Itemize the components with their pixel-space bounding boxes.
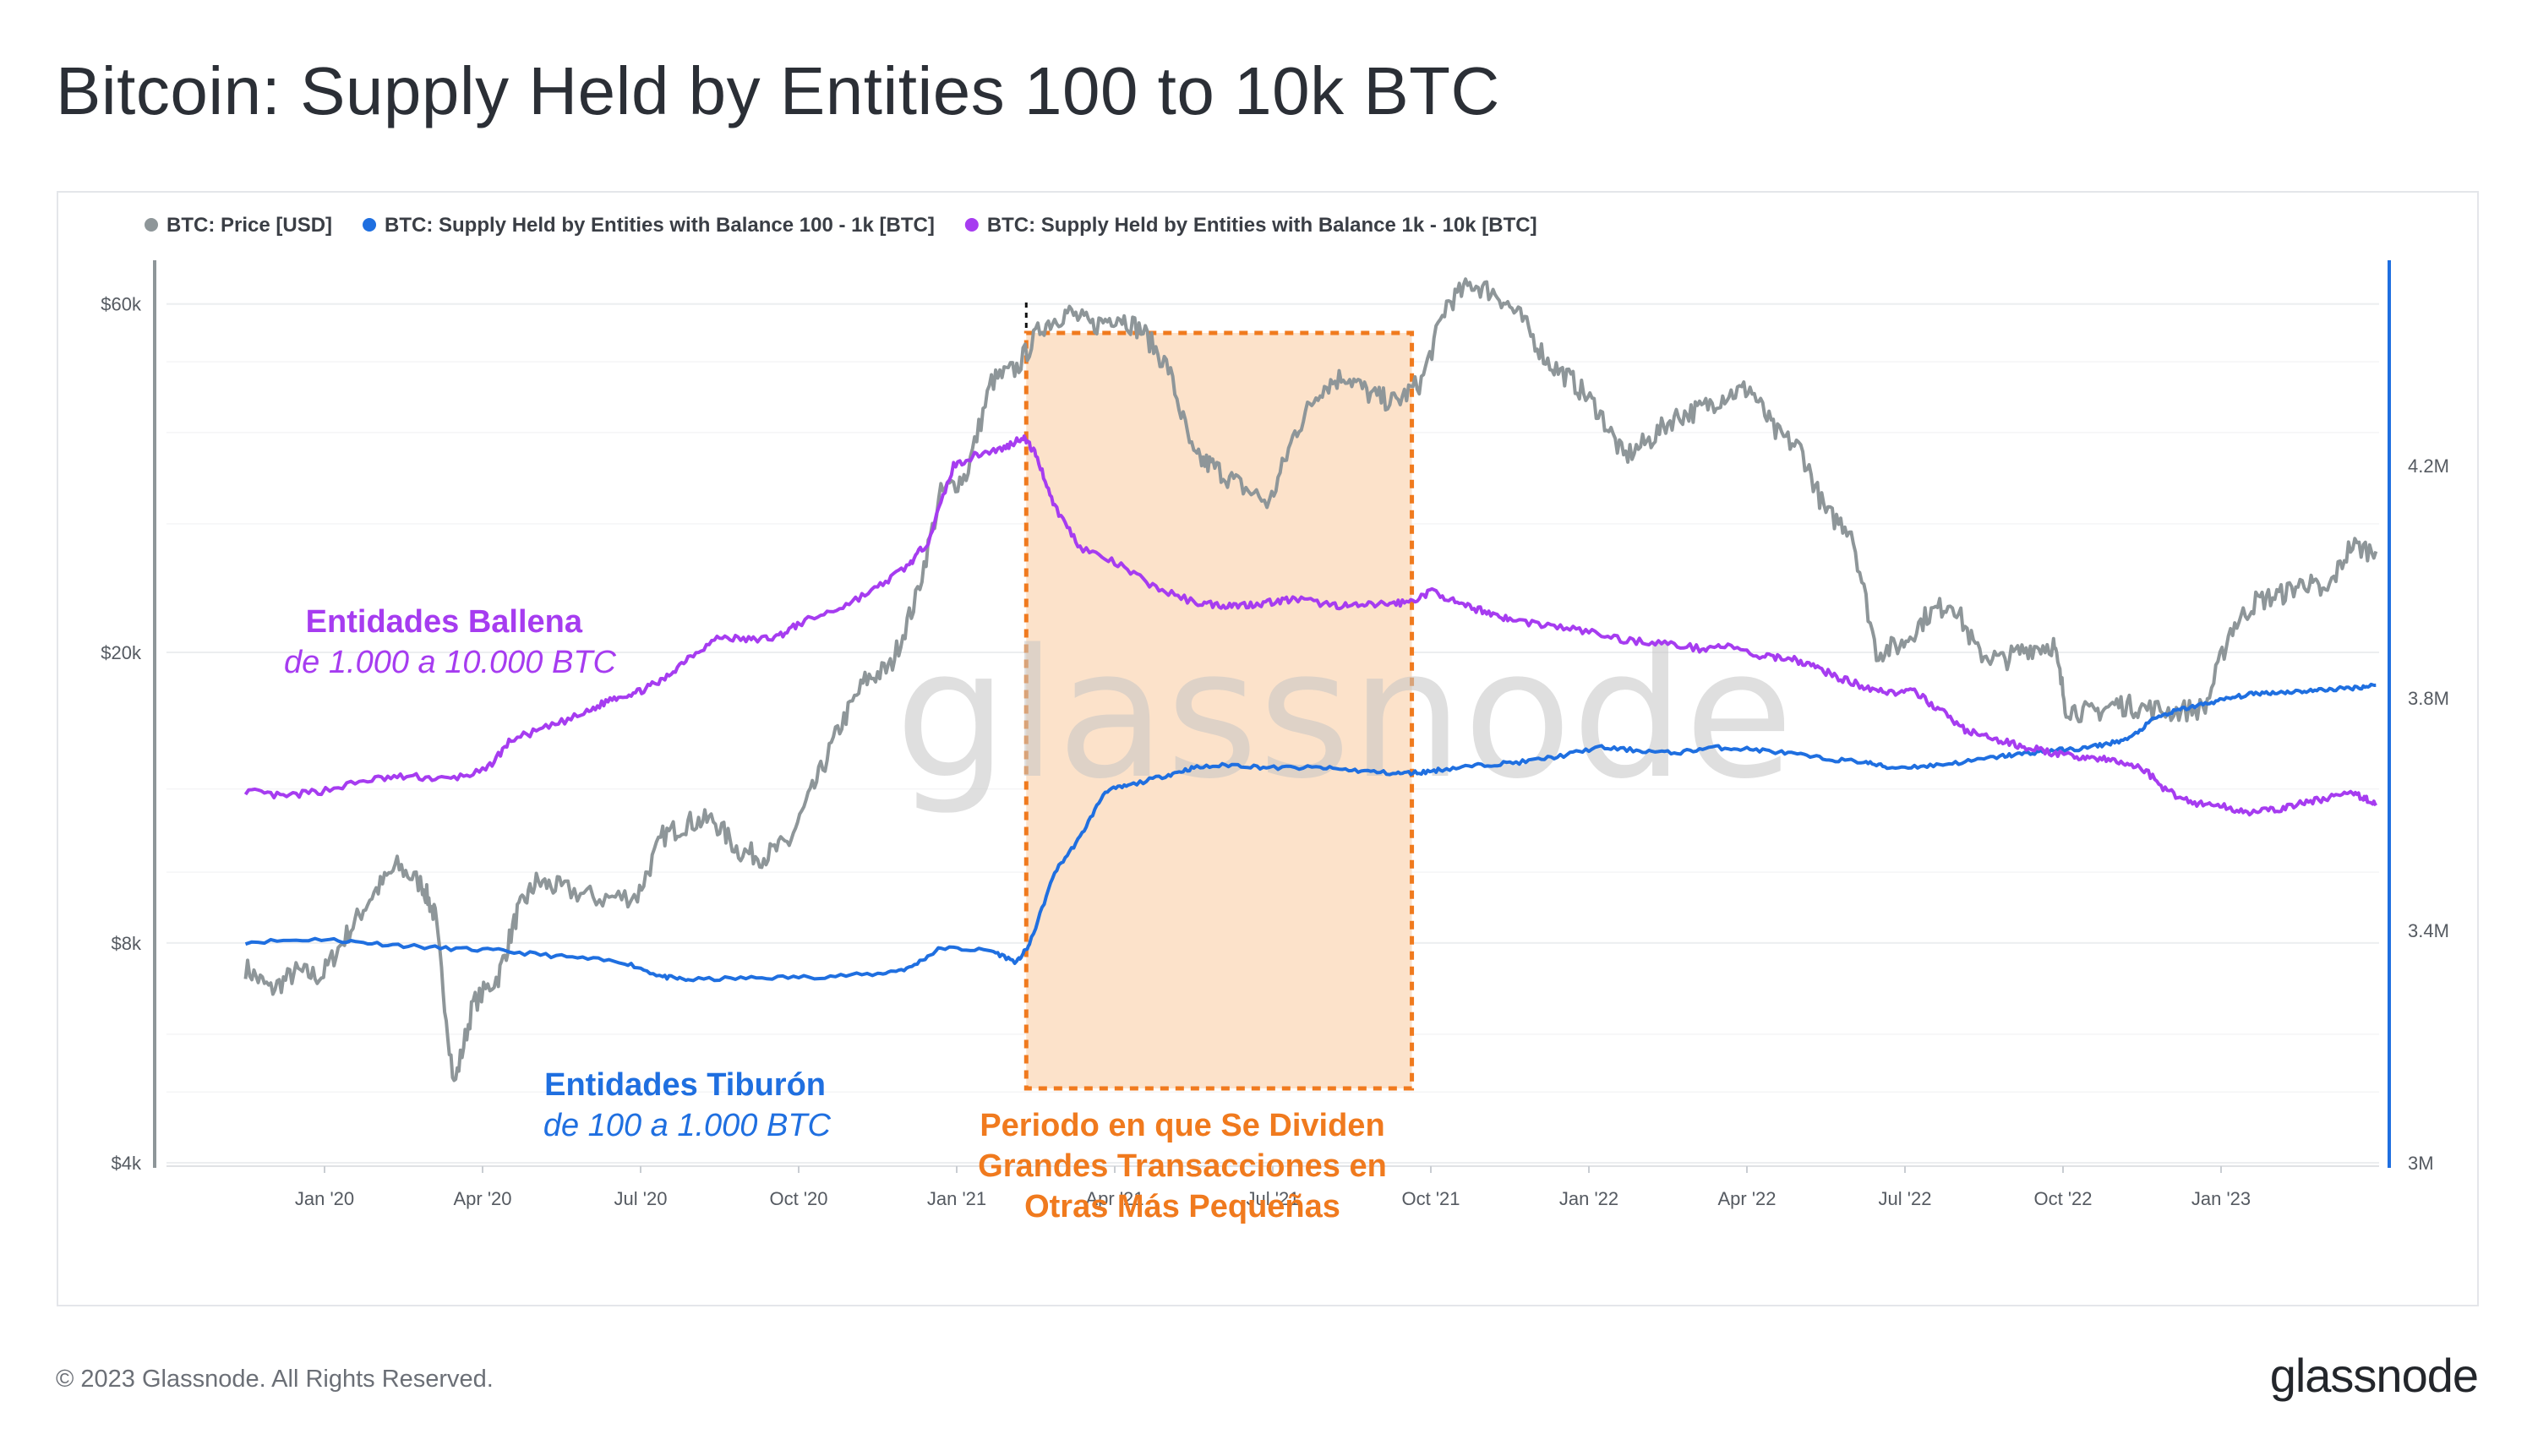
footer-copyright: © 2023 Glassnode. All Rights Reserved. — [56, 1366, 494, 1393]
y-left-tick-label: $20k — [101, 642, 142, 663]
x-tick-label: Apr '20 — [453, 1188, 511, 1209]
legend-marker[interactable] — [964, 218, 979, 232]
period-annotation-line: Periodo en que Se Dividen — [980, 1108, 1384, 1143]
shark-annotation-title: Entidades Tiburón — [544, 1067, 826, 1103]
x-tick-label: Jan '20 — [295, 1188, 354, 1209]
legend-label[interactable]: BTC: Price [USD] — [166, 214, 332, 237]
shark-annotation-subtitle: de 100 a 1.000 BTC — [543, 1108, 832, 1143]
series-line-1 — [244, 682, 2377, 983]
y-right-tick-label: 3M — [2408, 1153, 2434, 1174]
x-tick-label: Jul '22 — [1879, 1188, 1932, 1209]
series-group — [243, 277, 2378, 1082]
series-line-0 — [243, 277, 2378, 1082]
whale-annotation-subtitle: de 1.000 a 10.000 BTC — [284, 645, 617, 680]
x-tick-label: Oct '21 — [1401, 1188, 1460, 1209]
watermark: glassnode — [895, 611, 1793, 818]
x-tick-label: Jan '22 — [1559, 1188, 1618, 1209]
annotations: Entidades Ballena de 1.000 a 10.000 BTC En… — [284, 604, 1387, 1224]
x-tick-label: Jul '20 — [614, 1188, 668, 1209]
x-tick-label: Apr '21 — [1085, 1188, 1143, 1209]
page-title: Bitcoin: Supply Held by Entities 100 to … — [56, 53, 1500, 128]
highlight-region — [1023, 303, 1415, 1091]
chart-frame: glassnode $4k $8k $20k $60k 3M 3.4M 3.8M 4.2M Ja… — [57, 191, 2479, 1306]
legend-label[interactable]: BTC: Supply Held by Entities with Balanc… — [385, 214, 935, 237]
period-annotation-line: Otras Más Pequeñas — [1024, 1189, 1340, 1224]
whale-annotation-title: Entidades Ballena — [306, 604, 583, 640]
x-tick-label: Apr '22 — [1717, 1188, 1776, 1209]
legend-marker[interactable] — [363, 218, 377, 232]
legend: BTC: Price [USD] BTC: Supply Held by Enti… — [145, 214, 1537, 237]
x-tick-label: Oct '22 — [2033, 1188, 2092, 1209]
x-tick-label: Jan '23 — [2191, 1188, 2251, 1209]
series-line-2 — [243, 434, 2378, 817]
chart-svg[interactable]: glassnode $4k $8k $20k $60k 3M 3.4M 3.8M 4.2M Ja… — [58, 193, 2481, 1308]
period-annotation-line: Grandes Transacciones en — [978, 1148, 1387, 1184]
y-left-tick-label: $60k — [101, 294, 142, 315]
y-right-tick-label: 4.2M — [2408, 455, 2449, 477]
x-tick-label: Jul '21 — [1247, 1188, 1300, 1209]
legend-marker[interactable] — [145, 218, 158, 232]
glassnode-logo: glassnode — [2269, 1349, 2479, 1402]
y-right-tick-label: 3.8M — [2408, 688, 2449, 709]
axes: $4k $8k $20k $60k 3M 3.4M 3.8M 4.2M Jan '20 Apr '… — [101, 260, 2449, 1209]
y-right-tick-label: 3.4M — [2408, 920, 2449, 941]
x-tick-label: Oct '20 — [769, 1188, 827, 1209]
highlight-box — [1023, 330, 1415, 1091]
y-left-tick-label: $4k — [112, 1153, 142, 1174]
x-tick-label: Jan '21 — [927, 1188, 986, 1209]
y-left-tick-label: $8k — [112, 933, 142, 954]
legend-label[interactable]: BTC: Supply Held by Entities with Balanc… — [987, 214, 1537, 237]
